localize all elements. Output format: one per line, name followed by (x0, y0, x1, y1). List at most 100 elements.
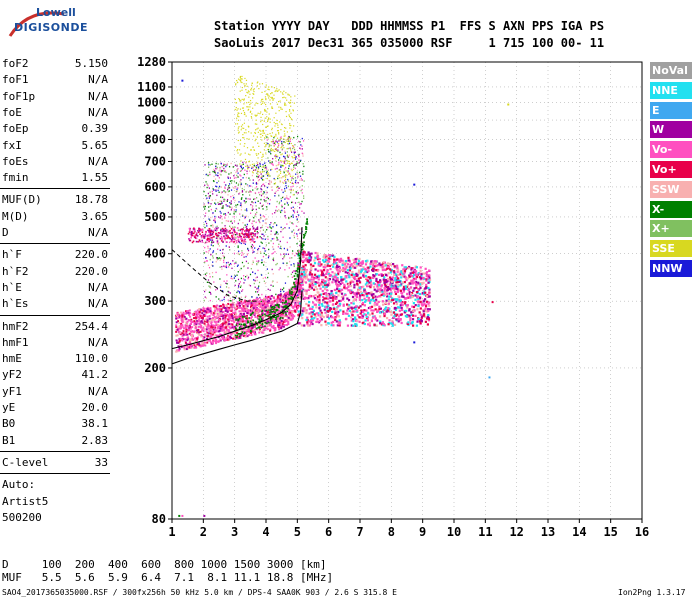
echo-point (216, 257, 219, 259)
echo-point (242, 161, 244, 164)
echo-point (405, 278, 408, 282)
echo-point (391, 281, 394, 285)
echo-point (418, 276, 421, 279)
echo-point (235, 171, 237, 174)
echo-point (301, 296, 303, 298)
echo-point (268, 150, 270, 153)
echo-point (199, 315, 202, 318)
echo-point (288, 115, 291, 117)
echo-point (211, 340, 214, 343)
echo-point (303, 267, 306, 270)
echo-point (280, 327, 283, 330)
echo-point (375, 277, 378, 281)
echo-point (277, 130, 279, 132)
echo-point (198, 308, 201, 311)
echo-point (217, 174, 219, 177)
echo-point (313, 303, 316, 306)
echo-point (329, 257, 332, 261)
echo-point (264, 310, 267, 313)
echo-point (425, 283, 428, 287)
echo-point (259, 193, 261, 196)
echo-point (237, 183, 240, 185)
echo-point (258, 247, 260, 250)
echo-point (252, 205, 254, 207)
echo-point (275, 148, 277, 150)
echo-point (221, 207, 223, 209)
echo-point (234, 295, 236, 297)
echo-point (363, 322, 366, 326)
echo-point (233, 196, 235, 199)
echo-point (242, 167, 244, 169)
echo-point (303, 273, 306, 276)
echo-point (244, 209, 246, 211)
echo-point (221, 268, 223, 270)
echo-point (360, 309, 363, 312)
echo-point (218, 313, 221, 316)
echo-point (252, 260, 254, 262)
echo-point (246, 85, 248, 87)
echo-point (218, 257, 220, 259)
echo-point (274, 233, 277, 235)
echo-point (281, 209, 283, 212)
echo-point (314, 251, 317, 255)
echo-point (324, 266, 327, 269)
echo-point (393, 270, 396, 273)
echo-point (424, 267, 427, 270)
echo-point (185, 310, 188, 313)
echo-point (205, 307, 208, 310)
echo-point (246, 138, 248, 140)
autoscaling-info: Artist5 (2, 494, 49, 508)
echo-point (326, 270, 329, 273)
echo-point (256, 175, 258, 178)
echo-point (215, 317, 218, 320)
echo-point (207, 202, 210, 205)
echo-point (247, 277, 249, 280)
echo-point (242, 194, 244, 196)
echo-point (366, 316, 370, 319)
echo-point (413, 287, 416, 290)
echo-point (201, 314, 204, 317)
echo-point (273, 319, 276, 322)
echo-point (222, 319, 225, 322)
echo-point (238, 286, 240, 288)
echo-point (428, 276, 431, 279)
echo-point (379, 290, 382, 293)
x-tick-label: 16 (635, 525, 649, 539)
echo-point (239, 174, 241, 176)
echo-point (425, 272, 428, 275)
echo-point (329, 307, 332, 310)
echo-point (211, 316, 214, 319)
echo-point (283, 315, 286, 318)
echo-point (287, 204, 289, 206)
echo-point (250, 302, 253, 305)
echo-point (196, 343, 199, 346)
echo-point (219, 168, 221, 170)
echo-point (369, 279, 372, 282)
echo-point (277, 233, 279, 235)
echo-point (246, 254, 249, 256)
echo-point (293, 265, 295, 268)
echo-point (239, 292, 241, 294)
echo-point (337, 294, 340, 297)
echo-point (289, 301, 292, 304)
echo-point (206, 197, 208, 199)
echo-point (282, 296, 284, 298)
echo-point (259, 171, 261, 173)
echo-point (253, 90, 255, 93)
echo-point (240, 166, 243, 169)
echo-point (222, 317, 225, 320)
echo-point (263, 185, 266, 187)
echo-point (281, 302, 284, 305)
echo-point (217, 323, 220, 326)
echo-point (353, 297, 356, 301)
echo-point (417, 304, 420, 308)
echo-point (275, 149, 278, 152)
echo-point (267, 299, 270, 302)
echo-point (406, 314, 409, 317)
echo-point (387, 323, 390, 326)
echo-point (290, 168, 292, 171)
echo-point (217, 334, 220, 337)
echo-point (249, 285, 252, 287)
echo-point (377, 282, 380, 285)
echo-point (214, 172, 217, 175)
